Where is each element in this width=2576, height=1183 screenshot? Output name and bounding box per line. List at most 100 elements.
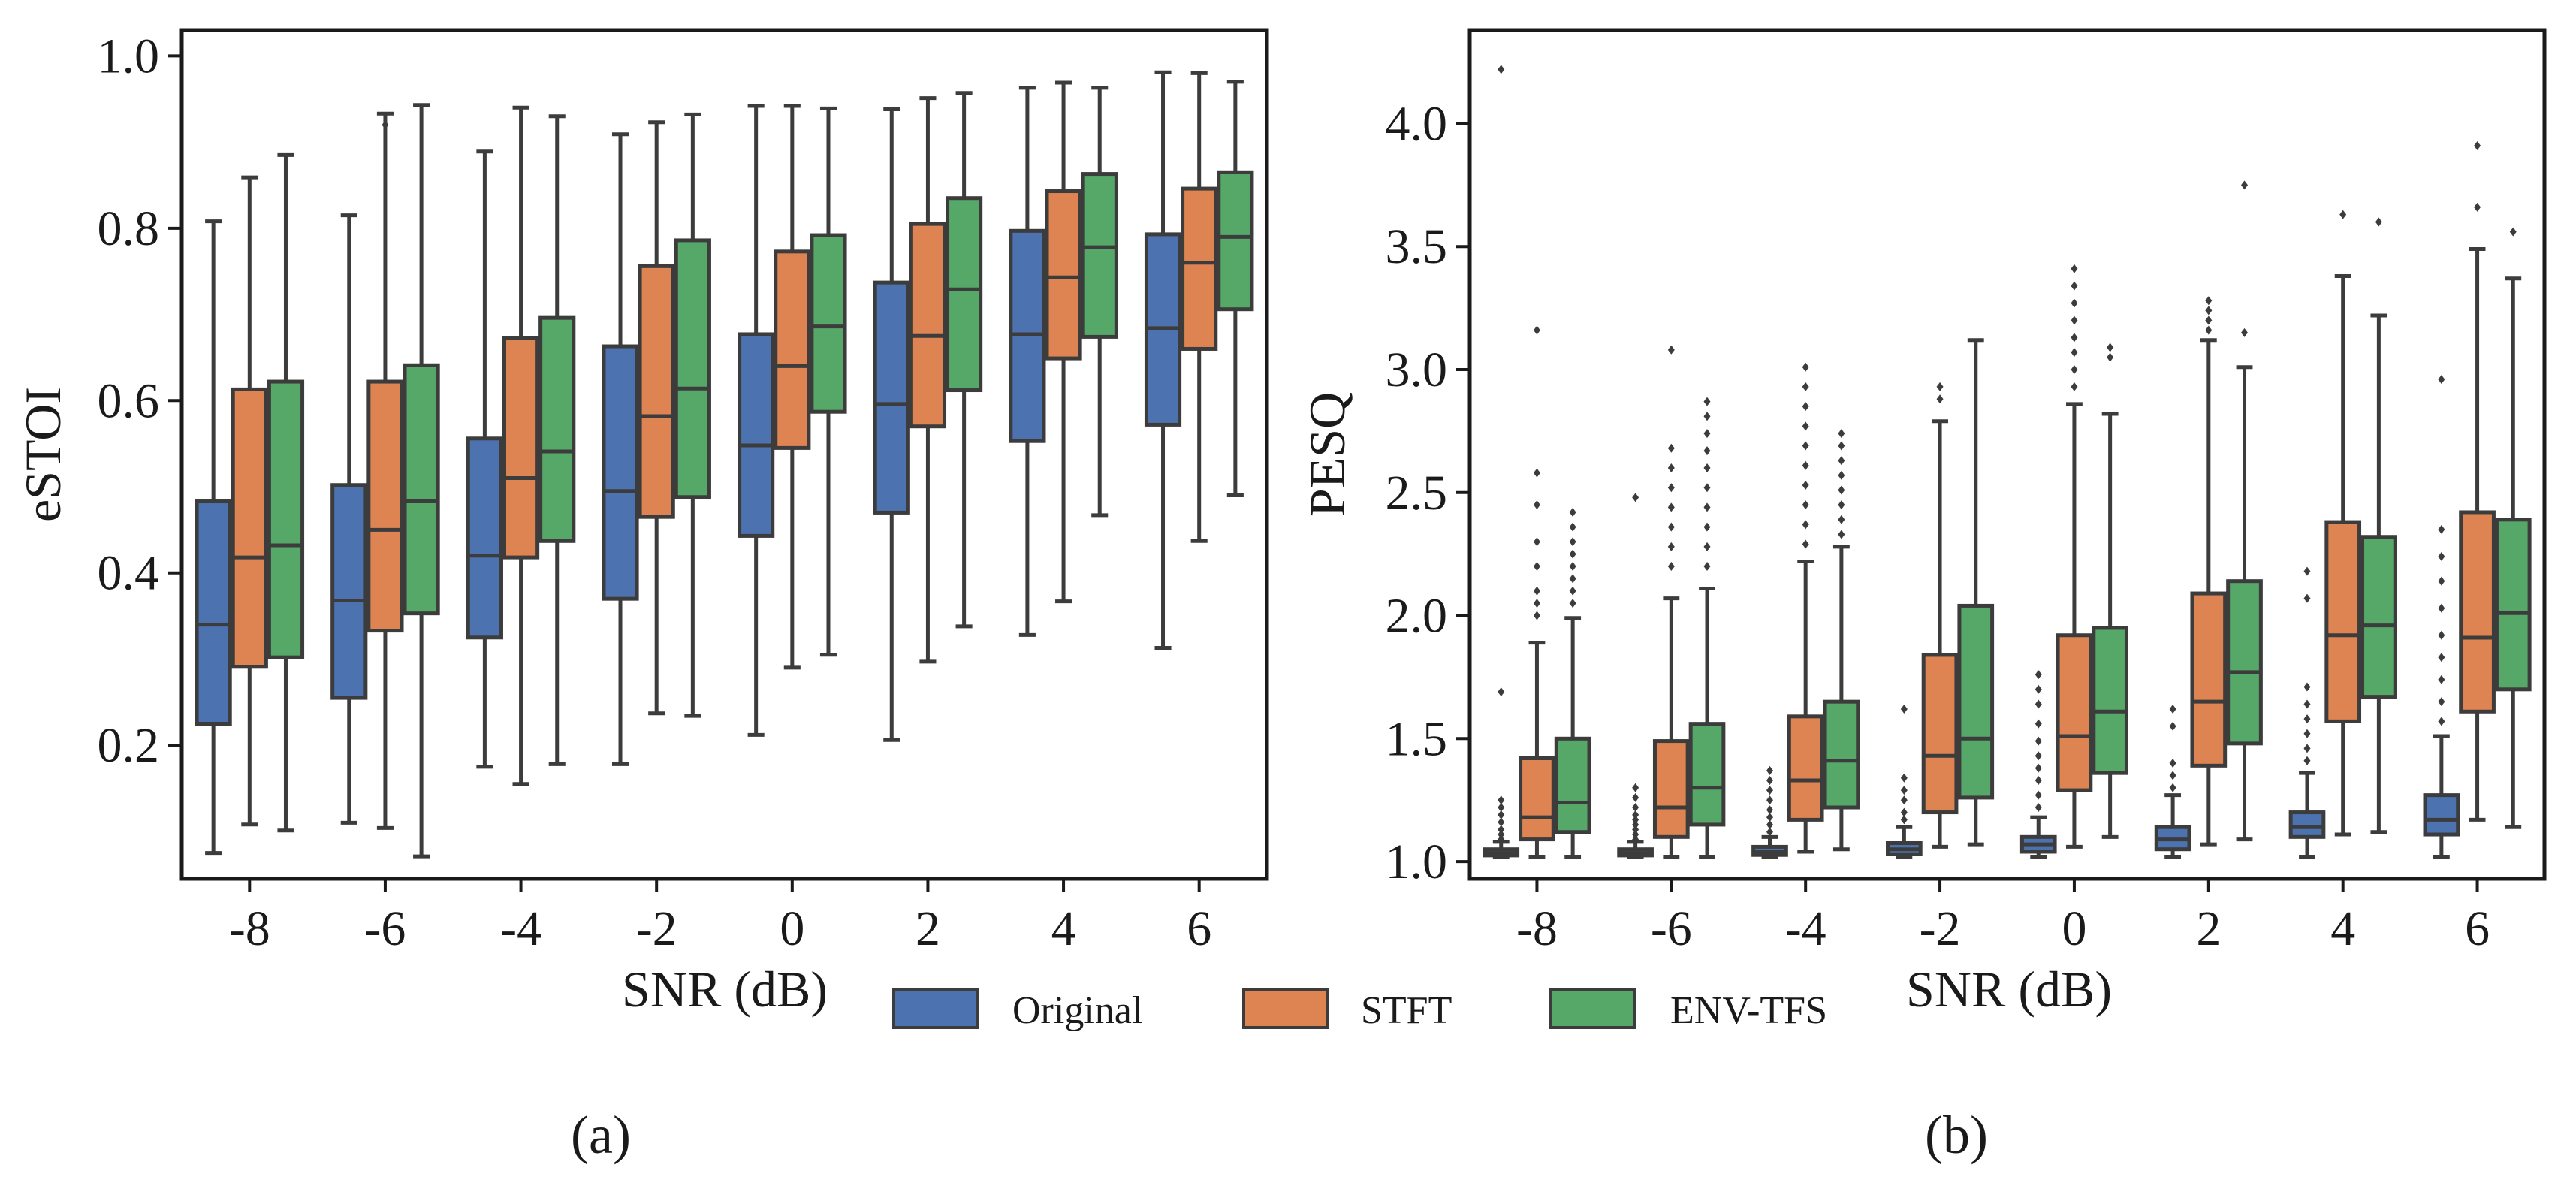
box-b-1-5 bbox=[2190, 296, 2228, 847]
panel-label-a: (a) bbox=[571, 1105, 631, 1165]
outlier-point bbox=[2071, 298, 2078, 308]
box-body bbox=[2494, 518, 2532, 692]
outlier-point bbox=[1838, 441, 1845, 451]
box-body bbox=[2226, 579, 2263, 746]
y-tick-label: 1.0 bbox=[98, 29, 160, 83]
outlier-point bbox=[1569, 586, 1576, 596]
box-b-2-3 bbox=[1957, 338, 1995, 847]
outlier-point bbox=[1703, 429, 1711, 439]
outlier-point bbox=[2438, 674, 2445, 684]
outlier-point bbox=[1703, 446, 1711, 456]
y-axis-label-a: eSTOI bbox=[14, 387, 71, 522]
outlier-point bbox=[1838, 500, 1845, 510]
outlier-point bbox=[2169, 759, 2176, 768]
outlier-point bbox=[2071, 382, 2078, 391]
x-axis-label-a: SNR (dB) bbox=[622, 961, 828, 1018]
box-body bbox=[1652, 739, 1690, 839]
outlier-point bbox=[2169, 783, 2176, 792]
box-b-1-2 bbox=[1787, 362, 1824, 854]
outlier-point bbox=[2035, 763, 2042, 773]
outlier-point bbox=[1703, 463, 1711, 473]
box-body bbox=[909, 222, 947, 429]
box-body bbox=[774, 249, 811, 450]
legend-swatch-env-tfs bbox=[1549, 988, 1636, 1029]
legend-swatch-original bbox=[892, 988, 979, 1029]
box-body bbox=[1045, 189, 1082, 361]
outlier-point bbox=[1936, 382, 1944, 391]
legend-label-stft: STFT bbox=[1361, 989, 1452, 1032]
box-a-1-7 bbox=[1181, 71, 1218, 543]
outlier-point bbox=[2509, 227, 2517, 237]
outlier-point bbox=[2071, 264, 2078, 273]
outlier-point bbox=[1766, 827, 1773, 837]
outlier-point bbox=[1900, 705, 1908, 714]
box-body bbox=[873, 280, 910, 515]
box-b-0-0 bbox=[1483, 65, 1520, 859]
outlier-point bbox=[1900, 795, 1908, 805]
outlier-point bbox=[2303, 729, 2311, 738]
box-body bbox=[738, 332, 775, 538]
outlier-point bbox=[1703, 397, 1711, 406]
x-tick-label: 4 bbox=[2330, 901, 2355, 956]
outlier-point bbox=[2035, 719, 2042, 729]
outlier-point bbox=[2107, 352, 2114, 362]
outlier-point bbox=[1838, 456, 1845, 466]
box-body bbox=[330, 483, 368, 700]
panel-b-marks bbox=[1483, 65, 2532, 859]
outlier-point bbox=[1632, 810, 1639, 819]
outlier-point bbox=[1838, 485, 1845, 495]
box-body bbox=[1957, 603, 1995, 800]
outlier-point bbox=[2303, 566, 2311, 576]
outlier-point bbox=[1703, 502, 1711, 512]
outlier-point bbox=[1533, 599, 1540, 608]
outlier-point bbox=[1802, 362, 1809, 372]
box-a-2-7 bbox=[1217, 80, 1254, 497]
box-body bbox=[267, 379, 305, 659]
chart-panel-a: 0.2 0.4 0.6 0.8 1.0 -8 -6 -4 -2 0 2 4 6 eSTOI SNR (… bbox=[14, 28, 1269, 1165]
box-body bbox=[466, 436, 503, 640]
outlier-point bbox=[1802, 460, 1809, 470]
plot-frame-a bbox=[179, 28, 1269, 881]
box-b-0-3 bbox=[1886, 705, 1923, 859]
box-body bbox=[2056, 633, 2093, 792]
outlier-point bbox=[2438, 630, 2445, 640]
y-tick-label: 1.0 bbox=[1386, 834, 1448, 889]
y-tick-label: 0.4 bbox=[98, 546, 160, 601]
box-b-2-6 bbox=[2360, 217, 2397, 834]
legend-swatch-stft bbox=[1242, 988, 1329, 1029]
outlier-point bbox=[1667, 562, 1675, 572]
box-a-1-5 bbox=[909, 96, 947, 664]
outlier-point bbox=[1533, 586, 1540, 596]
outlier-point bbox=[1802, 539, 1809, 549]
y-tick-label: 0.6 bbox=[98, 373, 160, 428]
box-b-1-0 bbox=[1519, 325, 1555, 859]
outlier-point bbox=[1632, 830, 1639, 840]
box-body bbox=[1181, 186, 1218, 351]
panel-b-xticks: -8 -6 -4 -2 0 2 4 6 bbox=[1516, 879, 2490, 956]
box-body bbox=[195, 499, 232, 726]
outlier-point bbox=[1703, 412, 1711, 421]
outlier-point bbox=[1498, 795, 1505, 805]
outlier-point bbox=[1802, 441, 1809, 451]
box-a-2-6 bbox=[1081, 86, 1118, 518]
box-a-0-5 bbox=[873, 107, 910, 742]
outlier-point bbox=[1802, 382, 1809, 391]
outlier-point bbox=[1703, 522, 1711, 532]
outlier-point bbox=[2205, 315, 2213, 325]
outlier-point bbox=[2071, 315, 2078, 325]
box-body bbox=[810, 233, 847, 414]
outlier-point bbox=[1533, 468, 1540, 478]
outlier-point bbox=[1900, 807, 1908, 817]
outlier-point bbox=[2035, 775, 2042, 785]
box-body bbox=[403, 363, 440, 616]
box-body bbox=[538, 315, 576, 543]
outlier-point bbox=[2474, 202, 2481, 212]
outlier-point bbox=[1838, 530, 1845, 539]
x-tick-label: 0 bbox=[780, 901, 804, 956]
outlier-point bbox=[1667, 522, 1675, 532]
outlier-point bbox=[2438, 551, 2445, 561]
outlier-point bbox=[1667, 542, 1675, 551]
outlier-point bbox=[2107, 343, 2114, 352]
outlier-point bbox=[1667, 502, 1675, 512]
outlier-point bbox=[1838, 515, 1845, 524]
